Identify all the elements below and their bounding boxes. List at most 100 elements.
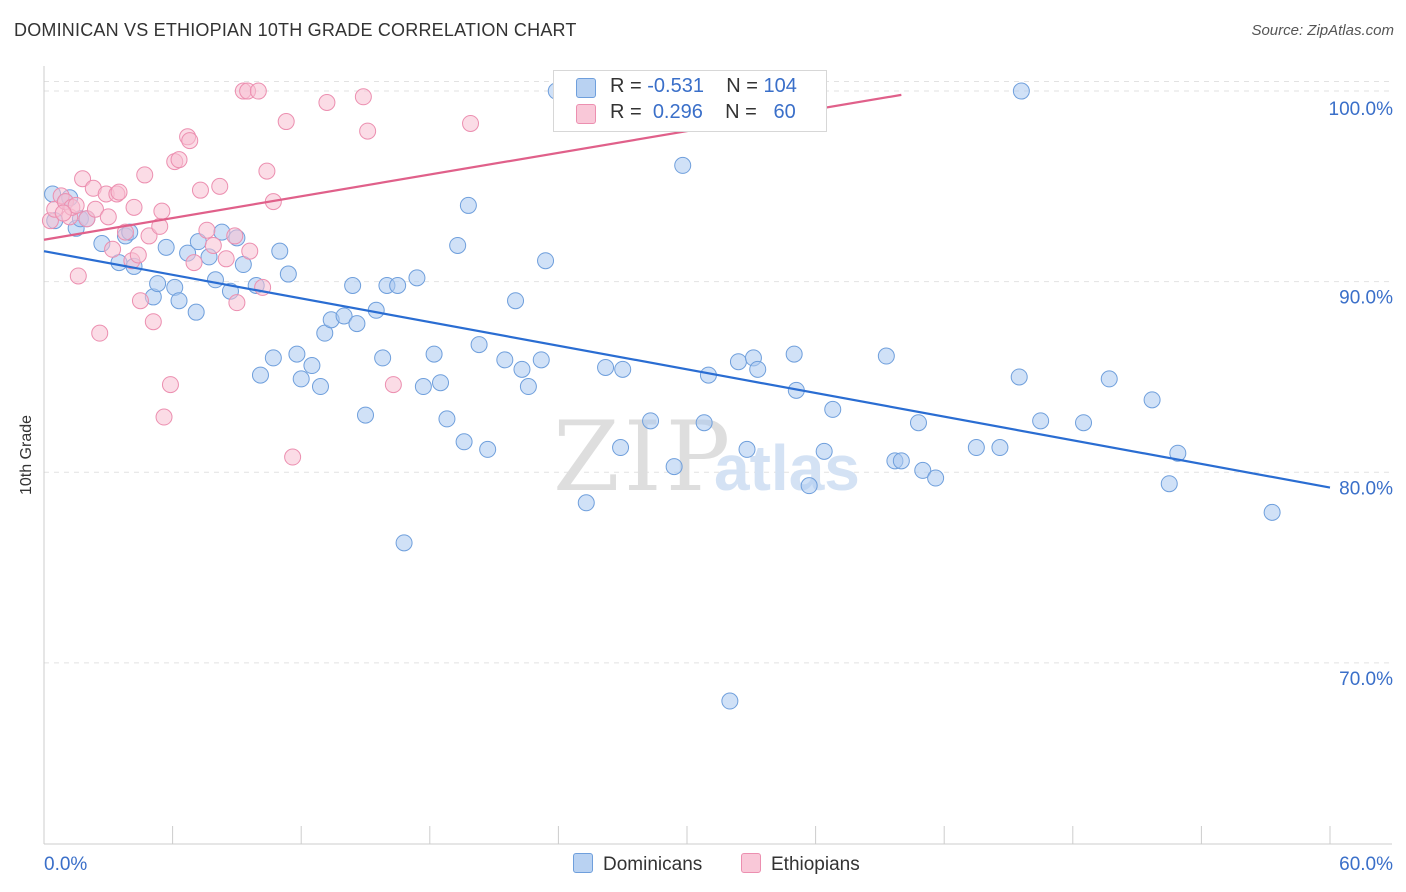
ethiopian-point <box>110 183 128 201</box>
ethiopians-n-label: N = <box>725 101 757 123</box>
dominican-point <box>311 378 329 396</box>
ethiopian-point <box>226 227 244 245</box>
ethiopian-point <box>228 294 246 312</box>
ethiopian-point <box>241 242 259 260</box>
dominican-point <box>425 345 443 363</box>
ethiopian-point <box>318 93 336 111</box>
bottom-legend-dominicans: Dominicans <box>573 853 702 876</box>
ethiopian-point <box>384 376 402 394</box>
dominican-point <box>738 440 756 458</box>
dominicans-legend-swatch <box>573 853 593 873</box>
dominican-point <box>815 442 833 460</box>
ethiopian-point <box>161 376 179 394</box>
dominican-point <box>292 370 310 388</box>
dominican-point <box>519 378 537 396</box>
chart-title: DOMINICAN VS ETHIOPIAN 10TH GRADE CORREL… <box>14 20 577 40</box>
ethiopian-point <box>170 151 188 169</box>
dominican-point <box>1169 444 1187 462</box>
dominican-point <box>721 692 739 710</box>
ethiopian-point <box>198 221 216 239</box>
dominican-point <box>395 534 413 552</box>
dominican-point <box>597 358 615 376</box>
ethiopian-point <box>354 88 372 106</box>
ethiopian-point <box>249 82 267 100</box>
dominican-point <box>532 351 550 369</box>
dominican-point <box>537 252 555 270</box>
ethiopian-point <box>211 177 229 195</box>
axes <box>43 66 1392 845</box>
dominican-point <box>157 238 175 256</box>
ethiopian-point <box>181 132 199 150</box>
dominican-point <box>1010 368 1028 386</box>
dominican-point <box>967 439 985 457</box>
ethiopian-point <box>69 267 87 285</box>
ethiopian-point <box>204 236 222 254</box>
dominican-point <box>785 345 803 363</box>
y-tick-label: 70.0% <box>1339 669 1393 690</box>
ethiopians-n-value: 60 <box>773 101 796 123</box>
ethiopian-point <box>129 246 147 264</box>
dominican-point <box>927 469 945 487</box>
dominican-point <box>496 351 514 369</box>
dominican-point <box>729 353 747 371</box>
dominicans-trend-line <box>43 250 1331 489</box>
dominican-point <box>303 357 321 375</box>
tick-labels: 70.0% 80.0% 90.0% 100.0% 0.0% 60.0% <box>44 99 1393 875</box>
ethiopians-legend-label: Ethiopians <box>771 854 860 875</box>
ethiopian-point <box>54 204 72 222</box>
dominican-point <box>513 360 531 378</box>
stats-legend: R = -0.531 N = 104 R = 0.296 N = 60 <box>553 70 827 132</box>
ethiopians-r-value: 0.296 <box>652 101 703 123</box>
dominican-point <box>909 414 927 432</box>
dominican-point <box>187 303 205 321</box>
dominican-point <box>674 156 692 174</box>
dominicans-n-value: 104 <box>763 75 797 97</box>
dominican-point <box>1263 503 1281 521</box>
dominican-point <box>271 242 289 260</box>
x-tick-label-max: 60.0% <box>1339 854 1393 875</box>
chart-source: Source: ZipAtlas.com <box>1251 22 1394 39</box>
dominican-point <box>642 412 660 430</box>
dominicans-r-label: R = <box>610 75 642 97</box>
dominican-point <box>206 271 224 289</box>
dominican-point <box>357 406 374 424</box>
y-tick-label: 80.0% <box>1339 478 1393 499</box>
ethiopian-point <box>104 240 122 258</box>
ethiopians-r-label: R = <box>610 101 642 123</box>
dominican-point <box>1012 82 1030 100</box>
ethiopian-point <box>67 196 85 214</box>
dominican-point <box>374 349 392 367</box>
ethiopian-point <box>185 254 203 272</box>
ethiopian-point <box>153 202 171 220</box>
ethiopian-point <box>136 166 154 184</box>
dominican-point <box>991 439 1009 457</box>
dominican-point <box>432 374 450 392</box>
dominican-point <box>449 236 467 254</box>
ethiopian-point <box>217 250 235 268</box>
dominican-point <box>800 477 818 495</box>
ethiopians-swatch <box>576 104 596 124</box>
dominican-point <box>749 360 767 378</box>
dominican-point <box>1100 370 1118 388</box>
dominican-point <box>348 315 366 333</box>
dominican-point <box>877 347 895 365</box>
dominicans-swatch <box>576 78 596 98</box>
dominican-point <box>470 336 488 354</box>
dominican-point <box>459 196 477 214</box>
dominican-point <box>264 349 282 367</box>
ethiopian-point <box>462 114 480 132</box>
ethiopian-point <box>277 113 295 131</box>
dominican-point <box>479 440 497 458</box>
ethiopian-point <box>359 122 377 140</box>
ethiopian-point <box>99 208 117 226</box>
dominican-point <box>455 433 473 451</box>
dominican-point <box>335 307 353 325</box>
dominican-point <box>251 366 269 384</box>
dominicans-points <box>44 82 1281 710</box>
ethiopian-point <box>116 223 134 241</box>
watermark: ZIP atlas <box>553 401 860 513</box>
dominicans-legend-label: Dominicans <box>603 854 703 875</box>
grid-lines <box>44 81 1392 664</box>
ethiopian-point <box>258 162 276 180</box>
